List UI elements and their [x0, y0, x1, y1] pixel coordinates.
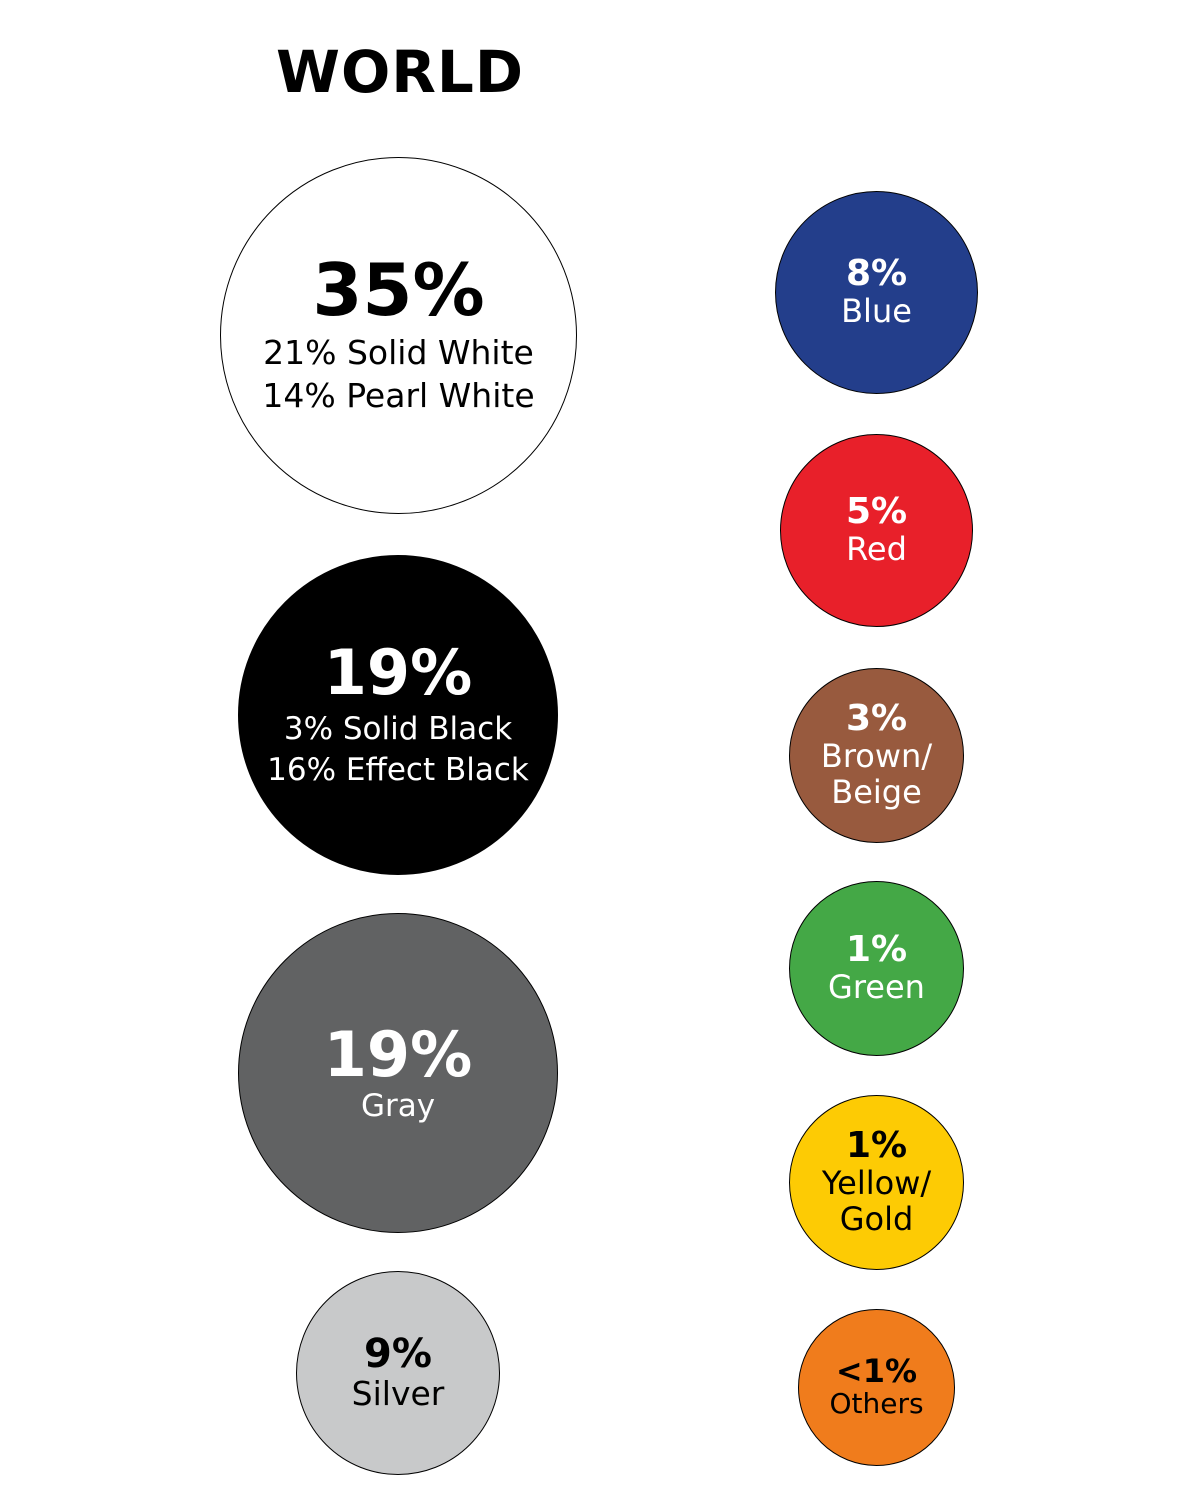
bubble-others: <1% Others	[798, 1309, 955, 1466]
bubble-yellow-gold: 1% Yellow/ Gold	[789, 1095, 964, 1270]
bubble-gray: 19% Gray	[238, 913, 558, 1233]
bubble-white: 35% 21% Solid White 14% Pearl White	[220, 157, 577, 514]
bubble-red: 5% Red	[780, 434, 973, 627]
bubble-label: Green	[828, 968, 925, 1006]
bubble-silver: 9% Silver	[296, 1271, 500, 1475]
bubble-value: 19%	[323, 636, 473, 710]
bubble-label: Silver	[351, 1374, 445, 1414]
bubble-value: 35%	[312, 247, 485, 332]
bubble-value: 1%	[845, 929, 908, 971]
bubble-value: 19%	[323, 1017, 473, 1091]
bubble-value: <1%	[835, 1351, 918, 1390]
bubble-blue: 8% Blue	[775, 191, 978, 394]
bubble-label: Brown/ Beige	[820, 736, 933, 812]
chart-title: WORLD	[275, 38, 525, 106]
bubble-label: Gray	[360, 1087, 436, 1124]
bubble-label: Red	[846, 530, 907, 568]
bubble-value: 9%	[364, 1331, 432, 1378]
bubble-label: Others	[829, 1387, 924, 1421]
bubble-breakdown-label: 3% Solid Black	[283, 711, 513, 748]
bubble-breakdown-label: 16% Effect Black	[267, 751, 529, 788]
bubble-breakdown-label: 14% Pearl White	[262, 376, 535, 416]
bubble-green: 1% Green	[789, 881, 964, 1056]
bubble-value: 5%	[845, 491, 908, 533]
bubble-brown-beige: 3% Brown/ Beige	[789, 668, 964, 843]
bubble-value: 1%	[845, 1124, 908, 1166]
bubble-black: 19% 3% Solid Black 16% Effect Black	[238, 555, 558, 875]
bubble-label: Blue	[841, 292, 912, 330]
bubble-label: Yellow/ Gold	[821, 1163, 932, 1239]
bubble-value: 8%	[845, 253, 908, 295]
bubble-value: 3%	[845, 697, 908, 739]
bubble-breakdown-label: 21% Solid White	[263, 333, 534, 373]
